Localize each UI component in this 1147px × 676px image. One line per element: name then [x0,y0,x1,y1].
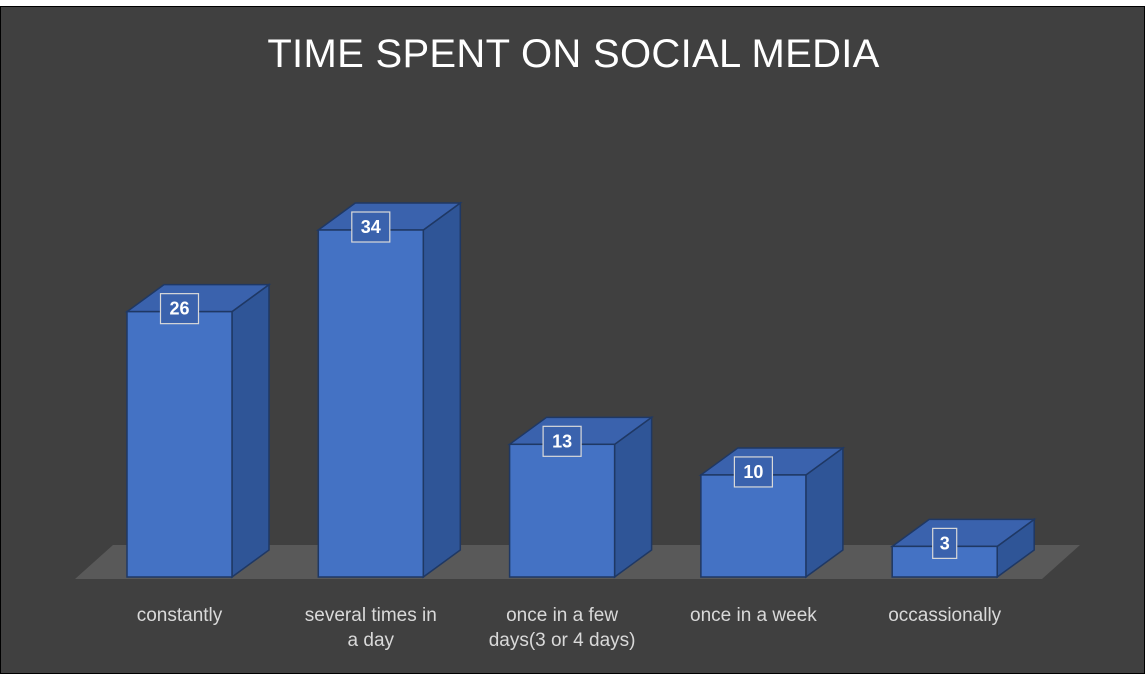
chart-title: TIME SPENT ON SOCIAL MEDIA [267,32,880,76]
category-label: once in a week [690,605,817,626]
bar-side [231,283,270,579]
data-label: 26 [169,299,189,319]
category-label: occassionally [888,605,1001,626]
bar-front [508,443,616,578]
data-label: 10 [743,462,763,482]
data-label-box [932,527,958,559]
category-label: constantly [137,605,223,626]
data-label: 3 [940,533,950,553]
bar [315,201,463,579]
data-label-box [351,211,391,243]
data-label-box [542,425,582,457]
category-label: once in a few days(3 or 4 days) [489,605,636,651]
bar-side [613,415,653,579]
bar [124,283,272,579]
data-label: 34 [361,217,381,237]
clipped-header-strip [0,0,1147,6]
bar [889,517,1037,579]
bar-front [126,310,233,578]
data-label-box [733,456,774,488]
bar-front [317,229,425,578]
category-label: several times in a day [305,605,437,651]
bar-front [700,474,807,578]
data-label-box [159,293,200,325]
bar-side [422,201,462,579]
data-label: 13 [552,431,572,451]
